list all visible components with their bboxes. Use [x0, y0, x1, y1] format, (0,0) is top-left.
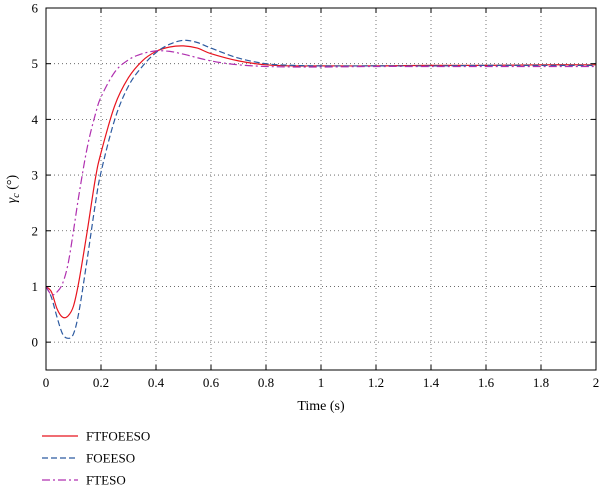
- y-axis-label-subscript: c: [11, 193, 22, 198]
- y-tick-label: 6: [32, 1, 39, 16]
- legend-label-fteso: FTESO: [86, 473, 126, 488]
- grid: [46, 7, 596, 370]
- y-tick-label: 4: [32, 112, 39, 127]
- legend-label-foeeso: FOEESO: [86, 451, 135, 466]
- x-tick-label: 1.8: [533, 375, 549, 390]
- x-tick-label: 1: [318, 375, 325, 390]
- series-line-fteso: [45, 50, 596, 296]
- axis-ticks: [45, 7, 597, 370]
- x-tick-label: 1.6: [478, 375, 495, 390]
- legend: FTFOEESO FOEESO FTESO: [42, 429, 150, 488]
- y-axis-label: γc (°): [5, 174, 22, 203]
- y-tick-label: 1: [32, 279, 39, 294]
- x-tick-label: 0: [43, 375, 50, 390]
- x-tick-label: 1.4: [423, 375, 440, 390]
- x-tick-label: 0.8: [258, 375, 274, 390]
- y-tick-label: 5: [32, 56, 39, 71]
- y-axis-label-symbol: γ: [5, 197, 20, 203]
- x-tick-label: 0.2: [93, 375, 109, 390]
- y-tick-label: 0: [32, 335, 39, 350]
- y-axis-label-unit: (°): [5, 174, 20, 193]
- x-tick-label: 1.2: [368, 375, 384, 390]
- x-tick-label: 0.6: [203, 375, 220, 390]
- tick-labels: 0 0.2 0.4 0.6 0.8 1 1.2 1.4 1.6 1.8 2 0 1 2 3 4 5 6: [32, 1, 600, 391]
- x-axis-label: Time (s): [297, 399, 345, 414]
- y-tick-label: 2: [32, 223, 39, 238]
- y-tick-label: 3: [32, 168, 39, 183]
- legend-label-ftfoeeso: FTFOEESO: [86, 429, 150, 444]
- series-lines: [45, 39, 597, 339]
- series-line-foeeso: [45, 39, 596, 339]
- x-tick-label: 0.4: [148, 375, 165, 390]
- x-tick-label: 2: [593, 375, 600, 390]
